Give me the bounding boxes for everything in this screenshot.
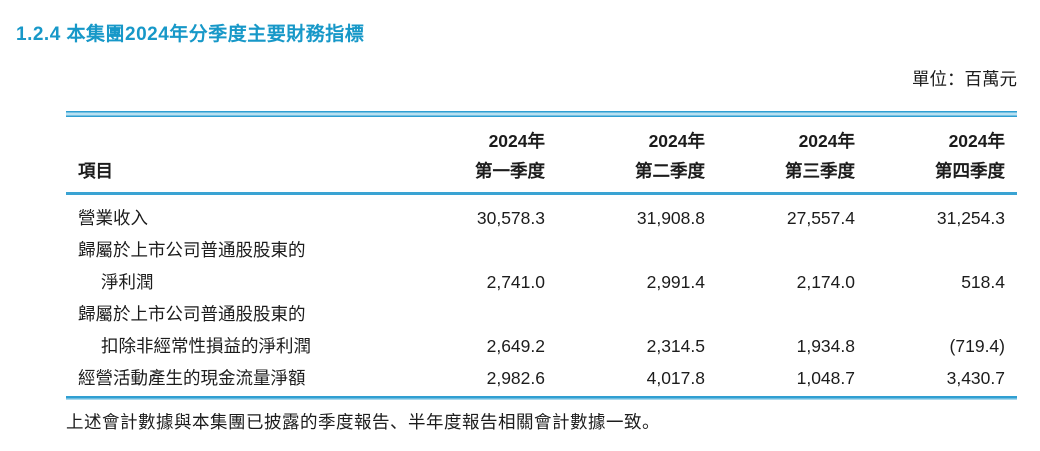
cell-value-q1: 2,982.6 <box>486 368 545 388</box>
cell-value-q2: 31,908.8 <box>636 208 705 228</box>
quarterly-financials-table: 單位：百萬元 項目 2024年 第一季度 2024年 第二季度 2024年 第三… <box>66 66 1017 400</box>
row-label-line1: 經營活動產生的現金流量淨額 <box>78 368 306 388</box>
row-label-line1: 歸屬於上市公司普通股股東的 <box>78 304 306 324</box>
column-header-q3-year: 2024年 <box>798 131 855 151</box>
row-label-line1: 歸屬於上市公司普通股股東的 <box>78 240 306 260</box>
table-top-border <box>66 111 1017 117</box>
column-header-q3: 2024年 第三季度 <box>717 126 867 186</box>
cell-value-q3: 27,557.4 <box>786 208 855 228</box>
column-header-q4: 2024年 第四季度 <box>867 126 1017 186</box>
cell-value-q3: 1,048.7 <box>796 368 855 388</box>
cell-value-q4: 518.4 <box>961 272 1005 292</box>
cell-value-q1: 2,649.2 <box>486 336 545 356</box>
column-header-q1-quarter: 第一季度 <box>475 161 545 181</box>
row-label: 歸屬於上市公司普通股股東的 扣除非經常性損益的淨利潤 <box>66 298 397 362</box>
table-bottom-border <box>66 396 1017 400</box>
table-row-operating-cash-flow: 經營活動產生的現金流量淨額 2,982.6 4,017.8 1,048.7 3,… <box>66 362 1017 394</box>
row-label: 歸屬於上市公司普通股股東的 淨利潤 <box>66 234 397 298</box>
column-header-q3-quarter: 第三季度 <box>785 161 855 181</box>
column-header-q1: 2024年 第一季度 <box>397 126 557 186</box>
table-header-divider <box>66 192 1017 195</box>
table-row-revenue: 營業收入 30,578.3 31,908.8 27,557.4 31,254.3 <box>66 198 1017 234</box>
column-header-q4-year: 2024年 <box>948 131 1005 151</box>
cell-value-q2: 2,991.4 <box>646 272 705 292</box>
cell-value-q1: 2,741.0 <box>486 272 545 292</box>
row-label: 經營活動產生的現金流量淨額 <box>66 362 397 394</box>
cell-value-q3: 2,174.0 <box>796 272 855 292</box>
table-body: 營業收入 30,578.3 31,908.8 27,557.4 31,254.3… <box>66 195 1017 396</box>
cell-value-q4: (719.4) <box>949 336 1005 356</box>
column-header-q2: 2024年 第二季度 <box>557 126 717 186</box>
cell-value-q4: 3,430.7 <box>946 368 1005 388</box>
row-label-line2: 淨利潤 <box>101 272 154 292</box>
cell-value-q1: 30,578.3 <box>476 208 545 228</box>
column-header-q2-quarter: 第二季度 <box>635 161 705 181</box>
unit-label: 單位：百萬元 <box>912 69 1017 89</box>
table-row-net-profit: 歸屬於上市公司普通股股東的 淨利潤 2,741.0 2,991.4 2,174.… <box>66 234 1017 298</box>
footnote: 上述會計數據與本集團已披露的季度報告、半年度報告相關會計數據一致。 <box>66 412 660 432</box>
row-label: 營業收入 <box>66 202 397 234</box>
cell-value-q2: 4,017.8 <box>646 368 705 388</box>
row-label-line1: 營業收入 <box>78 208 148 228</box>
section-title: 1.2.4 本集團2024年分季度主要財務指標 <box>16 24 365 45</box>
column-header-q2-year: 2024年 <box>648 131 705 151</box>
cell-value-q3: 1,934.8 <box>796 336 855 356</box>
column-header-q1-year: 2024年 <box>488 131 545 151</box>
cell-value-q2: 2,314.5 <box>646 336 705 356</box>
row-label-line2: 扣除非經常性損益的淨利潤 <box>101 336 311 356</box>
table-header-row: 項目 2024年 第一季度 2024年 第二季度 2024年 第三季度 2024… <box>66 117 1017 192</box>
cell-value-q4: 31,254.3 <box>936 208 1005 228</box>
column-header-q4-quarter: 第四季度 <box>935 161 1005 181</box>
table-row-net-profit-excl-nonrecurring: 歸屬於上市公司普通股股東的 扣除非經常性損益的淨利潤 2,649.2 2,314… <box>66 298 1017 362</box>
column-header-item: 項目 <box>78 161 113 181</box>
